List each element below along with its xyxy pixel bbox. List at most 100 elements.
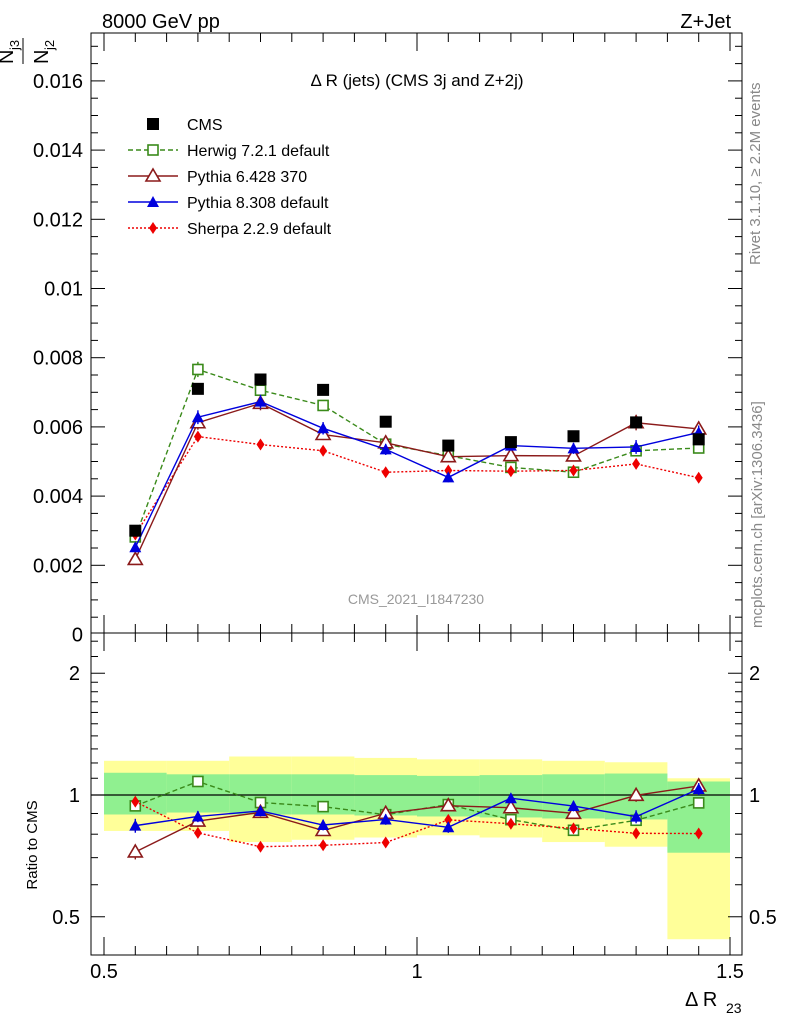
legend-marker-cms [147,118,159,130]
data-point-pythia8 [191,411,204,423]
series-line-pythia6 [134,402,699,560]
data-point-pythia8 [567,442,580,454]
data-point-sherpa [506,465,515,478]
ratio-y-tick-label: 1 [69,785,80,807]
series-pythia6 [126,394,708,566]
data-point-sherpa [632,457,641,470]
ratio-point-sherpa [319,839,328,852]
y-axis-label-denominator-sub: j2 [42,40,57,51]
legend-label-sherpa: Sherpa 2.2.9 default [187,221,332,238]
ratio-point-pythia8 [317,819,330,831]
ratio-point-pythia8 [442,821,455,833]
legend-marker-pythia8 [147,196,159,207]
series-cms [129,373,705,537]
x-axis-label: Δ R 23 [685,989,742,1016]
ratio-panel: 0.5 1 1.5 0.5 0.5 1 1 2 2 [52,632,777,983]
y-tick-label: 0.002 [33,555,83,577]
plot-title: Δ R (jets) (CMS 3j and Z+2j) [310,71,523,90]
series-sherpa [131,430,703,541]
data-point-pythia8 [317,422,330,434]
ratio-point-pythia6 [126,843,144,858]
data-point-pythia6 [439,448,457,463]
data-point-pythia6 [126,550,144,566]
legend-marker-pythia6 [144,167,162,182]
legend-marker-herwig [147,144,159,156]
legend-label-pythia8: Pythia 8.308 default [187,195,329,212]
legend-label-cms: CMS [187,117,223,134]
data-point-sherpa [319,444,328,457]
data-point-herwig [254,384,267,397]
data-point-cms [504,436,517,449]
ratio-point-sherpa [569,822,578,835]
y-tick-label: 0.004 [33,486,83,508]
header-left-label: 8000 GeV pp [102,11,220,33]
ratio-point-pythia8 [379,813,392,825]
y-axis-label-denominator: N [31,50,53,64]
ratio-point-pythia8 [191,810,204,822]
legend-label-herwig: Herwig 7.2.1 default [187,143,330,160]
ratio-point-pythia8 [254,804,267,816]
legend-item-sherpa: Sherpa 2.2.9 default [128,221,332,238]
ratio-y-axis-label: Ratio to CMS [24,800,41,889]
ratio-point-pythia8 [692,782,705,794]
data-point-sherpa [694,471,703,484]
data-point-herwig [192,363,204,376]
y-axis-label: N j3 N j2 [0,38,57,64]
ratio-point-pythia6 [565,804,582,820]
ratio-uncertainty-bands [104,756,730,940]
ratio-point-herwig [317,800,329,813]
y-axis-label-numerator-sub: j3 [7,40,22,51]
legend-item-cms: CMS [147,117,223,134]
ratio-point-herwig [692,797,705,809]
y-tick-label: 0 [72,625,83,647]
y-axis-label-numerator: N [0,50,18,64]
legend-item-pythia8: Pythia 8.308 default [128,195,329,212]
data-point-pythia6 [502,447,520,462]
y-tick-label: 0.006 [33,417,83,439]
y-tick-label: 0.016 [33,71,83,93]
series-line-herwig [134,368,699,538]
ratio-y-tick-label-right: 0.5 [749,907,777,929]
ratio-y-tick-label: 0.5 [52,907,80,929]
ratio-point-sherpa [381,836,390,849]
ratio-point-sherpa [632,827,641,840]
data-point-pythia8 [254,395,267,407]
series-pythia8 [129,394,705,553]
ratio-point-pythia8 [567,800,580,812]
data-point-cms [379,415,392,428]
data-point-pythia8 [630,440,643,452]
x-tick-label: 1 [411,961,422,983]
ratio-point-sherpa [256,840,265,853]
ratio-line-sherpa [134,800,699,848]
ratio-series-pythia8 [129,782,705,833]
data-point-herwig [317,399,329,412]
main-panel: 0 0.002 0.004 0.006 0.008 0.01 0.012 0.014 0.016 [33,32,743,647]
ratio-point-sherpa [193,826,202,839]
data-point-cms [191,382,204,395]
series-line-pythia8 [134,400,699,548]
series-herwig [129,361,705,543]
analysis-watermark: CMS_2021_I1847230 [348,591,484,607]
data-point-sherpa [381,466,390,479]
data-point-cms [692,433,705,446]
mcplots-credit-label: mcplots.cern.ch [arXiv:1306.3436] [749,401,766,628]
ratio-y-tick-label-right: 2 [749,663,760,685]
data-point-sherpa [256,438,265,451]
ratio-point-pythia6 [502,799,520,814]
ratio-y-tick-label-right: 1 [749,785,760,807]
x-tick-label: 0.5 [90,961,118,983]
y-tick-label: 0.014 [33,140,83,162]
ratio-point-pythia8 [630,810,643,822]
header-right-label: Z+Jet [680,11,731,33]
legend-item-pythia6: Pythia 6.428 370 [128,167,307,186]
data-point-cms [317,383,330,396]
ratio-line-pythia6 [134,785,699,853]
ratio-point-pythia8 [129,819,142,831]
data-point-cms [254,373,267,386]
ratio-y-axis: 0.5 0.5 1 1 2 2 [52,640,777,929]
legend: CMS Herwig 7.2.1 default Pythia 6.428 370 P… [128,117,332,238]
ratio-point-pythia6 [439,797,457,812]
x-axis: 0.5 1 1.5 [90,633,744,983]
data-point-cms [567,430,580,443]
